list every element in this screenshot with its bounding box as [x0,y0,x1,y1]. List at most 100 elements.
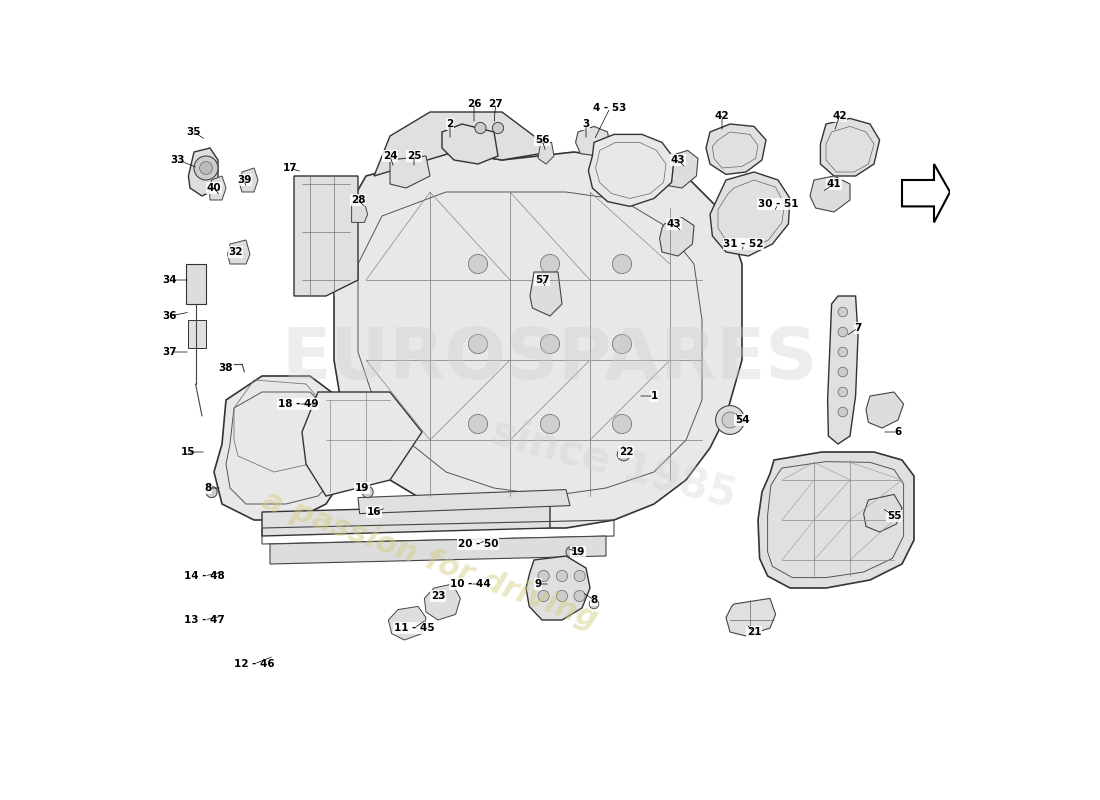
Text: 54: 54 [735,415,749,425]
Circle shape [566,546,578,558]
Circle shape [613,414,631,434]
Polygon shape [530,272,562,316]
Circle shape [540,414,560,434]
Polygon shape [228,240,250,264]
Polygon shape [390,156,430,188]
Circle shape [538,570,549,582]
Circle shape [617,448,630,461]
Text: 30 - 51: 30 - 51 [758,199,799,209]
Text: 3: 3 [582,119,590,129]
Circle shape [475,122,486,134]
Circle shape [838,387,848,397]
Circle shape [469,254,487,274]
Text: 18 - 49: 18 - 49 [277,399,318,409]
Circle shape [493,122,504,134]
Polygon shape [270,536,606,564]
Circle shape [716,406,745,434]
Text: 10 - 44: 10 - 44 [450,579,491,589]
Text: 22: 22 [618,447,634,457]
Text: 16: 16 [366,507,382,517]
Text: 42: 42 [833,111,847,121]
Circle shape [540,334,560,354]
Circle shape [838,327,848,337]
Text: 19: 19 [355,483,370,493]
Circle shape [206,486,217,498]
Polygon shape [821,118,880,176]
Text: 7: 7 [855,323,861,333]
Circle shape [613,334,631,354]
Text: 11 - 45: 11 - 45 [394,623,435,633]
Text: 33: 33 [170,155,185,165]
Polygon shape [442,124,498,164]
Text: 24: 24 [383,151,397,161]
Circle shape [838,367,848,377]
Polygon shape [262,504,550,536]
Text: 4 - 53: 4 - 53 [593,103,627,113]
Text: 55: 55 [887,511,901,521]
Polygon shape [710,172,790,256]
Text: 20 - 50: 20 - 50 [458,539,498,549]
Circle shape [613,254,631,274]
Text: 41: 41 [827,179,842,189]
Circle shape [838,307,848,317]
Text: 34: 34 [163,275,177,285]
Polygon shape [294,176,358,296]
Circle shape [538,590,549,602]
Circle shape [194,156,218,180]
Text: 13 - 47: 13 - 47 [184,615,224,625]
Polygon shape [660,218,694,256]
Polygon shape [575,126,611,156]
Polygon shape [334,152,742,528]
Text: 32: 32 [229,247,243,257]
Text: 27: 27 [488,99,503,109]
Polygon shape [588,134,674,206]
Text: EUROSPARES: EUROSPARES [282,326,818,394]
Polygon shape [358,490,570,514]
Text: 12 - 46: 12 - 46 [233,659,274,669]
Polygon shape [214,376,358,520]
Circle shape [557,590,568,602]
Circle shape [362,486,373,498]
Polygon shape [352,202,367,222]
Text: a passion for driving: a passion for driving [258,486,602,634]
Circle shape [199,162,212,174]
Polygon shape [188,148,218,196]
Polygon shape [188,320,206,348]
Text: since 1985: since 1985 [487,411,741,517]
Text: 39: 39 [238,175,252,185]
Text: 8: 8 [204,483,211,493]
Circle shape [722,412,738,428]
Text: 31 - 52: 31 - 52 [724,239,763,249]
Polygon shape [810,176,850,212]
Text: 1: 1 [650,391,658,401]
Circle shape [574,570,585,582]
Polygon shape [526,556,590,620]
Text: 19: 19 [571,547,585,557]
Circle shape [469,334,487,354]
Text: 23: 23 [431,591,446,601]
Text: 6: 6 [894,427,902,437]
Polygon shape [538,142,554,164]
Polygon shape [388,606,426,640]
Circle shape [540,254,560,274]
Text: 42: 42 [715,111,729,121]
Text: 36: 36 [163,311,177,321]
Circle shape [838,347,848,357]
Text: 37: 37 [163,347,177,357]
Polygon shape [758,452,914,588]
Polygon shape [302,392,422,496]
Text: 15: 15 [180,447,195,457]
Circle shape [557,570,568,582]
Text: 21: 21 [747,627,761,637]
Text: 38: 38 [219,363,233,373]
Polygon shape [425,584,461,620]
Text: 9: 9 [535,579,541,589]
Polygon shape [726,598,775,636]
Text: 25: 25 [407,151,421,161]
Text: 2: 2 [447,119,453,129]
Polygon shape [866,392,903,428]
Polygon shape [240,168,258,192]
Text: 40: 40 [207,183,221,193]
Polygon shape [864,494,902,532]
Circle shape [574,590,585,602]
